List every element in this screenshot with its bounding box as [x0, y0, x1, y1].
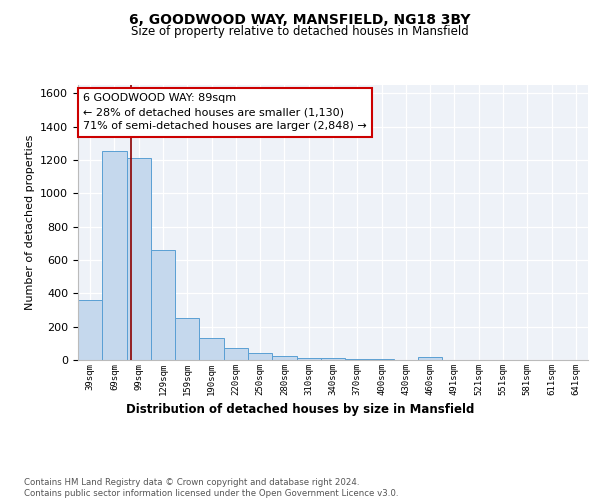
- Bar: [321, 358, 345, 360]
- Text: 6 GOODWOOD WAY: 89sqm
← 28% of detached houses are smaller (1,130)
71% of semi-d: 6 GOODWOOD WAY: 89sqm ← 28% of detached …: [83, 93, 367, 131]
- Bar: [151, 250, 175, 360]
- Bar: [272, 356, 296, 360]
- Bar: [370, 359, 394, 360]
- Bar: [224, 348, 248, 360]
- Bar: [296, 358, 321, 360]
- Bar: [78, 300, 102, 360]
- Bar: [127, 158, 151, 360]
- Bar: [418, 356, 442, 360]
- Bar: [199, 338, 224, 360]
- Text: Distribution of detached houses by size in Mansfield: Distribution of detached houses by size …: [126, 402, 474, 415]
- Text: Size of property relative to detached houses in Mansfield: Size of property relative to detached ho…: [131, 25, 469, 38]
- Bar: [345, 358, 370, 360]
- Text: 6, GOODWOOD WAY, MANSFIELD, NG18 3BY: 6, GOODWOOD WAY, MANSFIELD, NG18 3BY: [129, 12, 471, 26]
- Text: Contains HM Land Registry data © Crown copyright and database right 2024.
Contai: Contains HM Land Registry data © Crown c…: [24, 478, 398, 498]
- Bar: [248, 354, 272, 360]
- Y-axis label: Number of detached properties: Number of detached properties: [25, 135, 35, 310]
- Bar: [175, 318, 199, 360]
- Bar: [102, 151, 127, 360]
